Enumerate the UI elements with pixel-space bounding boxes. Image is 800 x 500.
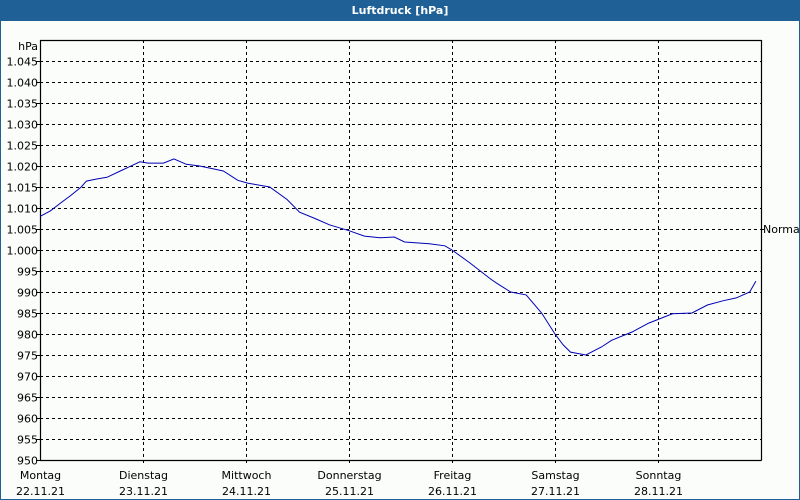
x-tick-date: 28.11.21 — [634, 485, 683, 498]
x-tick-day: Sonntag — [636, 469, 682, 482]
gridlines — [40, 40, 761, 464]
y-tick-label: 990 — [17, 287, 38, 300]
y-tick-label: 1.000 — [7, 245, 39, 258]
y-tick-label: 980 — [17, 329, 38, 342]
y-tick-label: 995 — [17, 266, 38, 279]
y-tick-label: 1.030 — [7, 119, 39, 132]
y-axis-unit: hPa — [18, 40, 38, 53]
y-tick-label: 985 — [17, 308, 38, 321]
y-tick-label: 1.025 — [7, 140, 39, 153]
x-tick-day: Dienstag — [119, 469, 168, 482]
y-tick-label: 965 — [17, 392, 38, 405]
y-tick-label: 970 — [17, 371, 38, 384]
x-tick-day: Donnerstag — [317, 469, 381, 482]
y-tick-label: 950 — [17, 455, 38, 468]
x-tick-date: 27.11.21 — [531, 485, 580, 498]
y-tick-label: 975 — [17, 350, 38, 363]
axes — [36, 39, 764, 462]
y-tick-label: 1.005 — [7, 224, 39, 237]
pressure-series-line — [39, 158, 757, 356]
normal-annotation: Normal — [763, 223, 800, 236]
x-tick-day: Freitag — [434, 469, 472, 482]
x-tick-date: 23.11.21 — [119, 485, 168, 498]
y-tick-label: 955 — [17, 434, 38, 447]
x-axis-labels: Montag 22.11.21 Dienstag 23.11.21 Mittwoch 24… — [16, 469, 683, 498]
y-tick-label: 1.035 — [7, 98, 39, 111]
y-tick-label: 1.040 — [7, 77, 39, 90]
x-tick-day: Montag — [20, 469, 61, 482]
y-tick-label: 960 — [17, 413, 38, 426]
x-tick-day: Samstag — [531, 469, 579, 482]
y-tick-label: 1.010 — [7, 203, 39, 216]
y-tick-label: 1.015 — [7, 182, 39, 195]
x-tick-date: 25.11.21 — [325, 485, 374, 498]
x-tick-date: 26.11.21 — [428, 485, 477, 498]
y-tick-label: 1.020 — [7, 161, 39, 174]
y-axis-labels: 950 955 960 965 970 975 980 985 990 995 1.000 1.005… — [7, 56, 39, 468]
y-tick-label: 1.045 — [7, 56, 39, 69]
chart-title: Luftdruck [hPa] — [0, 0, 800, 21]
x-tick-day: Mittwoch — [222, 469, 272, 482]
x-tick-date: 24.11.21 — [222, 485, 271, 498]
x-tick-date: 22.11.21 — [16, 485, 65, 498]
